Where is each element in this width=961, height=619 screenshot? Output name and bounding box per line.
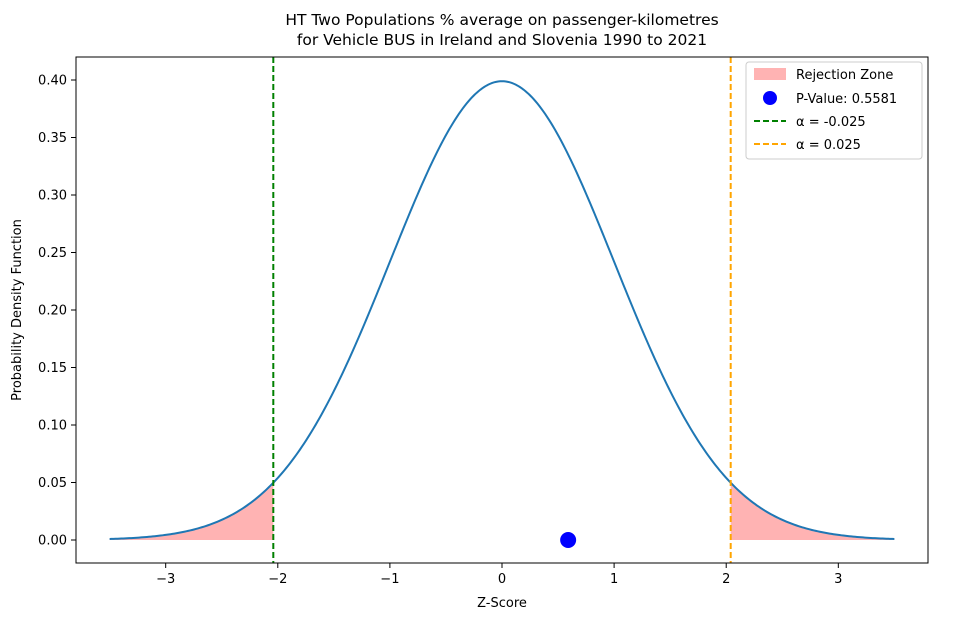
legend-p-value-label: P-Value: 0.5581 [796,92,897,107]
legend-alpha-left-label: α = -0.025 [796,115,866,130]
x-tick-label: −3 [156,572,175,587]
y-tick-label: 0.10 [38,419,67,434]
rejection-zone-right [730,482,895,540]
y-tick-label: 0.25 [38,246,67,261]
x-tick-label: 1 [610,572,618,587]
x-tick-label: 0 [498,572,506,587]
legend-rejection-zone-patch [754,68,786,80]
y-tick-label: 0.30 [38,189,67,204]
legend-p-value-marker [763,91,777,105]
p-value-point [560,532,577,548]
legend-alpha-right-label: α = 0.025 [796,138,861,153]
pdf-curve [109,80,895,540]
x-tick-label: −1 [380,572,399,587]
y-tick-label: 0.00 [38,534,67,549]
y-tick-label: 0.40 [38,74,67,89]
y-tick-label: 0.05 [38,476,67,491]
legend-rejection-zone-label: Rejection Zone [796,68,893,83]
legend: Rejection Zone P-Value: 0.5581 α = -0.02… [745,61,923,160]
y-tick-label: 0.15 [38,361,67,376]
rejection-zone-left [109,482,274,540]
legend-frame [745,61,923,160]
y-tick-label: 0.35 [38,131,67,146]
x-tick-label: −2 [268,572,287,587]
plot-area [109,57,895,563]
x-tick-label: 2 [722,572,730,587]
y-tick-label: 0.20 [38,304,67,319]
chart-title-line1: HT Two Populations % average on passenge… [285,11,718,29]
x-tick-label: 3 [834,572,842,587]
chart-title-line2: for Vehicle BUS in Ireland and Slovenia … [297,31,707,49]
x-axis: −3 −2 −1 0 1 2 3 [156,563,842,587]
y-axis: 0.00 0.05 0.10 0.15 0.20 0.25 0.30 0.35 0.40 [38,74,76,549]
y-axis-label: Probability Density Function [10,219,25,401]
x-axis-label: Z-Score [477,596,527,611]
